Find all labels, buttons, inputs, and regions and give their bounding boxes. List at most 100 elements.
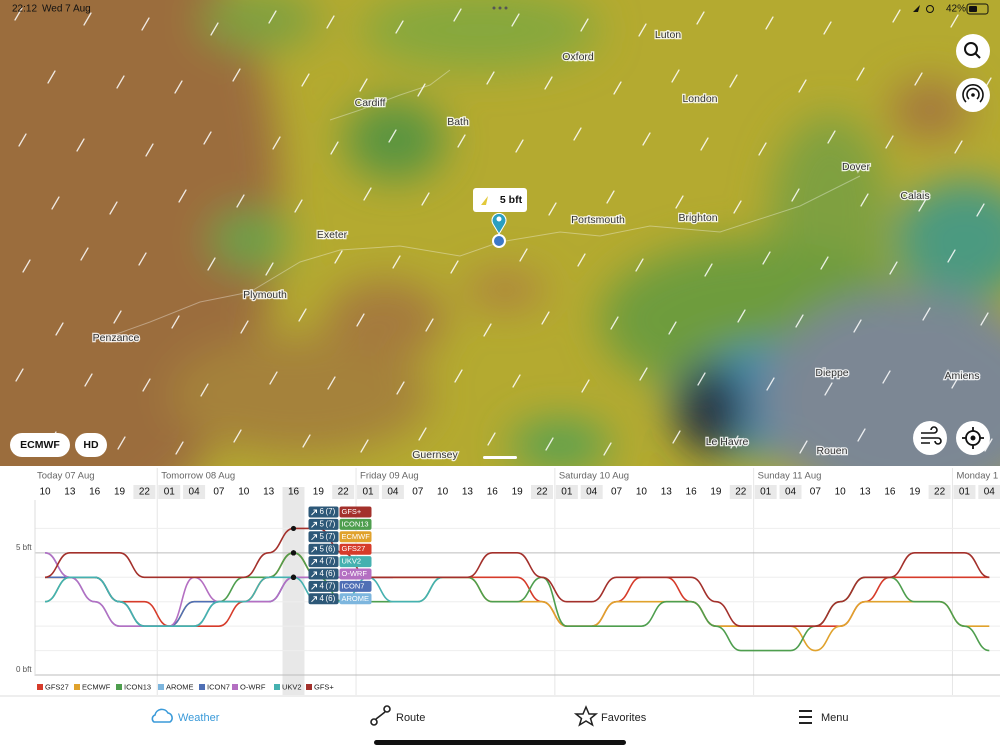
hour-label: 04 [785,487,797,498]
wind-streak [240,320,249,334]
hour-label: 04 [586,487,598,498]
hour-label: 16 [884,487,896,498]
tooltip-model-box [339,518,372,530]
legend-label: AROME [166,682,194,691]
wind-streak [421,192,430,206]
legend: GFS27 ECMWF ICON13 AROME ICON7 O-WRF UKV2 GFS+ [37,682,334,691]
day-label: Friday 09 Aug [360,471,419,482]
tooltip-arrow [311,583,317,590]
night-cell [158,485,181,499]
status-time: 22:12 [12,4,37,15]
wind-streak [265,262,274,276]
wind-streak [207,257,216,271]
wind-streak [889,261,898,275]
map-label: Le Havre [706,436,749,448]
status-date: Wed 7 Aug [42,4,91,15]
wind-streak [334,250,343,264]
tooltip-model: ECMWF [342,532,371,541]
multitask-dots [492,6,508,10]
wind-streak [642,132,651,146]
wind-streak [83,12,92,26]
hd-button-label: HD [83,439,99,451]
tooltip-speed-box [308,593,339,605]
wind-streak [857,428,866,442]
wind-streak [799,440,808,454]
wind-streak [388,129,397,143]
series-line [45,552,990,627]
sheet-handle[interactable] [483,456,517,459]
map-label: Guernsey [412,449,458,461]
hour-label: 16 [487,487,499,498]
hd-button[interactable]: HD [75,433,107,457]
hour-label: 13 [661,487,673,498]
nav-route[interactable]: Route [370,705,425,726]
tooltip-arrow [311,509,317,516]
wind-streak [860,193,869,207]
nav-weather[interactable]: Weather [151,708,220,724]
night-cell [133,485,156,499]
nav-menu[interactable]: Menu [799,710,849,724]
hour-label: 10 [238,487,250,498]
wind-streak [765,16,774,30]
hour-label: 22 [934,487,946,498]
legend-label: O-WRF [240,682,266,691]
wind-streak [113,310,122,324]
day-label: Saturday 10 Aug [559,471,629,482]
map[interactable]: Luton Oxford London Cardiff Bath Dover Calais E… [0,0,1000,550]
status-battery: 42% [946,4,966,15]
nav-label: Menu [821,712,849,724]
hour-label: 10 [835,487,847,498]
wind-layer-button[interactable] [913,421,947,455]
wind-streak [457,134,466,148]
nav-favorites[interactable]: Favorites [573,705,647,727]
wind-streak [984,438,993,452]
tooltip-speed-box [308,506,339,518]
wind-streak [425,318,434,332]
forecast-chart[interactable]: 10 13 16 19 22 01 04 07 10 13 16 19 22 01 04 07 10 13 16 19… [16,468,1000,695]
tooltip-arrow [311,559,317,565]
wind-streak [178,189,187,203]
wind-streak [512,374,521,388]
map-label: Rouen [817,445,848,457]
wind-streak [856,67,865,81]
map-label: Luton [655,29,681,41]
night-cell [183,485,206,499]
map-labels: Luton Oxford London Cardiff Bath Dover Calais E… [91,28,980,463]
location-popup[interactable]: 5 bft [473,188,527,212]
map-label: Brighton [678,212,717,224]
night-cell [531,485,553,499]
wind-streak [395,20,404,34]
search-button[interactable] [956,34,990,68]
wind-streak [396,381,405,395]
wind-streak [729,74,738,88]
hour-label: 04 [984,487,996,498]
wind-zone [360,0,600,70]
forecast-panel [0,466,1000,696]
y-tick-label: 0 bft [16,665,32,674]
wind-streak [882,370,891,384]
tooltip-arrow [311,546,317,553]
wind-streak [980,312,989,326]
day-label: Today 07 Aug [37,471,95,482]
night-cell [754,485,777,499]
selected-point [290,550,297,556]
legend-swatch [306,684,312,690]
radar-button[interactable] [956,78,990,112]
wind-streak [696,11,705,25]
locate-button[interactable] [956,421,990,455]
map-label: Bath [447,116,469,128]
coastline [99,175,861,341]
wind-streak [141,17,150,31]
wind-streak [827,130,836,144]
wind-streak [417,83,426,97]
tooltip-model: GFS+ [342,507,362,516]
wind-streak [791,188,800,202]
wind-streak [453,8,462,22]
model-button[interactable]: ECMWF [10,433,70,457]
hour-label: 19 [909,487,921,498]
nav-label: Favorites [601,712,647,724]
wind-streak [116,75,125,89]
day-label: Monday 1 [956,471,998,482]
